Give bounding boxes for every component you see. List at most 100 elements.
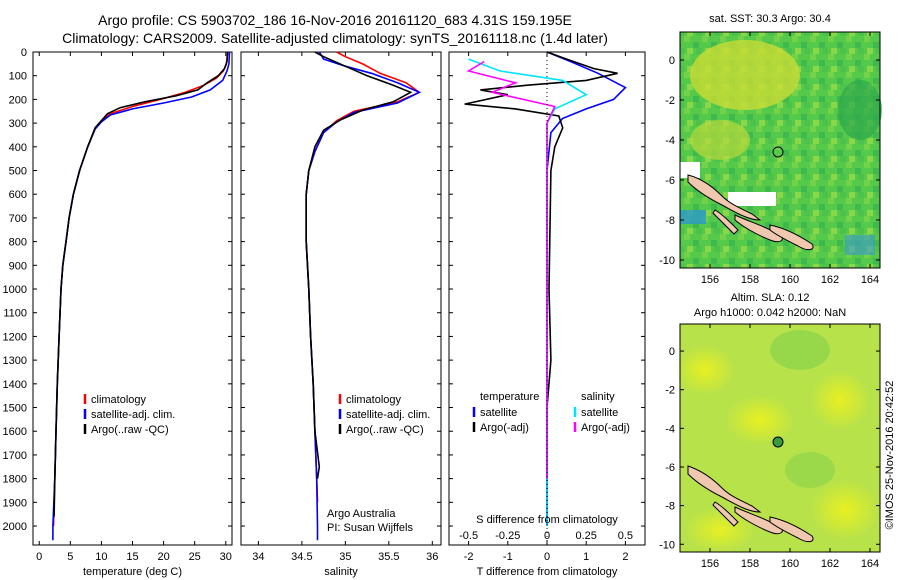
top-tick-label: -0.25: [495, 530, 520, 542]
x-tick-label: 35: [339, 551, 351, 563]
sst-cloud-gap: [680, 162, 700, 178]
solomon-islands-land: [687, 465, 762, 513]
solomon-islands-land: [687, 174, 762, 221]
x-tick-label: 2: [622, 551, 628, 563]
difference-panel: -2 -1 0 1 2 T difference from climatology S di…: [448, 51, 646, 578]
x-tick-label: 160: [781, 274, 799, 286]
y-tick-label: 1100: [3, 308, 27, 320]
sla-high-patch: [685, 508, 755, 552]
solomon-islands-land: [769, 516, 814, 543]
sla-map-axes: 156 158 160 162 164 0 -2 -4 -6 -8 -10: [659, 324, 880, 570]
sst-map-title: sat. SST: 30.3 Argo: 30.4: [709, 13, 831, 25]
y-tick-label: -2: [665, 95, 675, 107]
top-tick-label: 0: [544, 530, 550, 542]
y-tick-label: -8: [665, 501, 675, 513]
y-tick-label: 1300: [3, 355, 27, 367]
x-tick-label: 25: [189, 551, 201, 563]
x-axis-label: salinity: [324, 566, 358, 578]
sla-high-patch: [810, 480, 880, 540]
salinity-panel: 34 34.5 35 35.5 36 salinity climatology satelli…: [240, 51, 442, 578]
y-tick-label: 0: [669, 346, 675, 358]
argo-annotation: Argo Australia: [327, 508, 396, 520]
argo-annotation: PI: Susan Wijffels: [327, 522, 413, 534]
x-tick-label: 164: [861, 274, 879, 286]
legend-label: climatology: [91, 394, 147, 406]
solomon-islands-land: [734, 506, 783, 535]
x-tick-label: 162: [821, 274, 839, 286]
y-tick-label: 1800: [3, 474, 27, 486]
sst-cloud-gap: [728, 192, 776, 206]
x-tick-label: 34.5: [291, 551, 312, 563]
y-tick-label: 100: [9, 71, 27, 83]
x-tick-label: 158: [741, 274, 759, 286]
x-tick-label: 1: [583, 551, 589, 563]
sst-cold-pixels: [845, 235, 875, 255]
x-tick-label: -1: [503, 551, 513, 563]
series-line: [466, 60, 556, 479]
x-tick-label: 36: [426, 551, 438, 563]
x-tick-label: 156: [701, 274, 719, 286]
legend-label: Argo(-adj): [581, 422, 630, 434]
top-tick-label: 0.25: [575, 530, 596, 542]
argo-position-marker: [772, 436, 784, 448]
header-title-line1: Argo profile: CS 5903702_186 16-Nov-2016…: [98, 12, 572, 28]
sla-map-panel: Altim. SLA: 0.12 Argo h1000: 0.042 h2000…: [659, 292, 881, 570]
y-tick-label: 0: [21, 47, 27, 59]
legend-header: salinity: [581, 391, 615, 403]
series-line: [305, 51, 413, 479]
sla-map-title: Altim. SLA: 0.12: [731, 292, 810, 304]
sla-high-patch: [675, 345, 735, 395]
y-tick-label: 1200: [3, 331, 27, 343]
y-tick-label: 0: [669, 55, 675, 67]
sla-map-subtitle: Argo h1000: 0.042 h2000: NaN: [694, 307, 846, 319]
top-axis-label: S difference from climatology: [476, 514, 618, 526]
series-line: [53, 51, 229, 517]
x-tick-label: 156: [701, 558, 719, 570]
y-tick-label: 300: [9, 118, 27, 130]
sla-low-patch: [785, 452, 835, 488]
sla-high-patch: [725, 395, 795, 445]
x-tick-label: 164: [861, 558, 879, 570]
x-tick-label: 0: [36, 551, 42, 563]
y-tick-label: 800: [9, 237, 27, 249]
x-tick-label: -2: [464, 551, 474, 563]
x-tick-label: 5: [67, 551, 73, 563]
sst-warm-patch: [690, 40, 800, 110]
top-tick-label: -0.5: [459, 530, 478, 542]
y-tick-label: -6: [665, 462, 675, 474]
legend-label: satellite-adj. clim.: [346, 409, 430, 421]
sst-map-axes: 156 158 160 162 164 0 -2 -4 -6 -8 -10: [659, 32, 880, 286]
sla-low-patch: [770, 330, 830, 370]
x-tick-label: 15: [126, 551, 138, 563]
y-tick-label: 700: [9, 213, 27, 225]
y-tick-label: 1900: [3, 497, 27, 509]
y-tick-label: -8: [665, 215, 675, 227]
y-tick-label: 500: [9, 166, 27, 178]
x-tick-label: 10: [95, 551, 107, 563]
y-tick-label: 400: [9, 142, 27, 154]
legend-label: satellite: [581, 407, 618, 419]
x-tick-label: 34: [252, 551, 264, 563]
y-tick-label: 200: [9, 94, 27, 106]
sst-cool-patch: [838, 80, 882, 140]
top-tick-label: 0.5: [618, 530, 633, 542]
legend-label: satellite-adj. clim.: [91, 409, 175, 421]
x-tick-label: 160: [781, 558, 799, 570]
y-tick-label: -2: [665, 385, 675, 397]
y-tick-label: 2000: [3, 521, 27, 533]
legend-label: satellite: [480, 407, 517, 419]
y-tick-label: 600: [9, 189, 27, 201]
solomon-islands-land: [712, 209, 739, 235]
solomon-islands-land: [769, 224, 814, 251]
imos-timestamp: ©IMOS 25-Nov-2016 20:42:52: [884, 381, 896, 530]
y-tick-label: -10: [659, 539, 675, 551]
legend-label: Argo(..raw -QC): [346, 424, 424, 436]
y-tick-label: -6: [665, 175, 675, 187]
x-tick-label: 20: [157, 551, 169, 563]
x-tick-label: 30: [220, 551, 232, 563]
sla-map-frame: [679, 323, 881, 553]
x-tick-label: 162: [821, 558, 839, 570]
y-tick-label: 1700: [3, 450, 27, 462]
solomon-islands-land: [712, 501, 739, 527]
